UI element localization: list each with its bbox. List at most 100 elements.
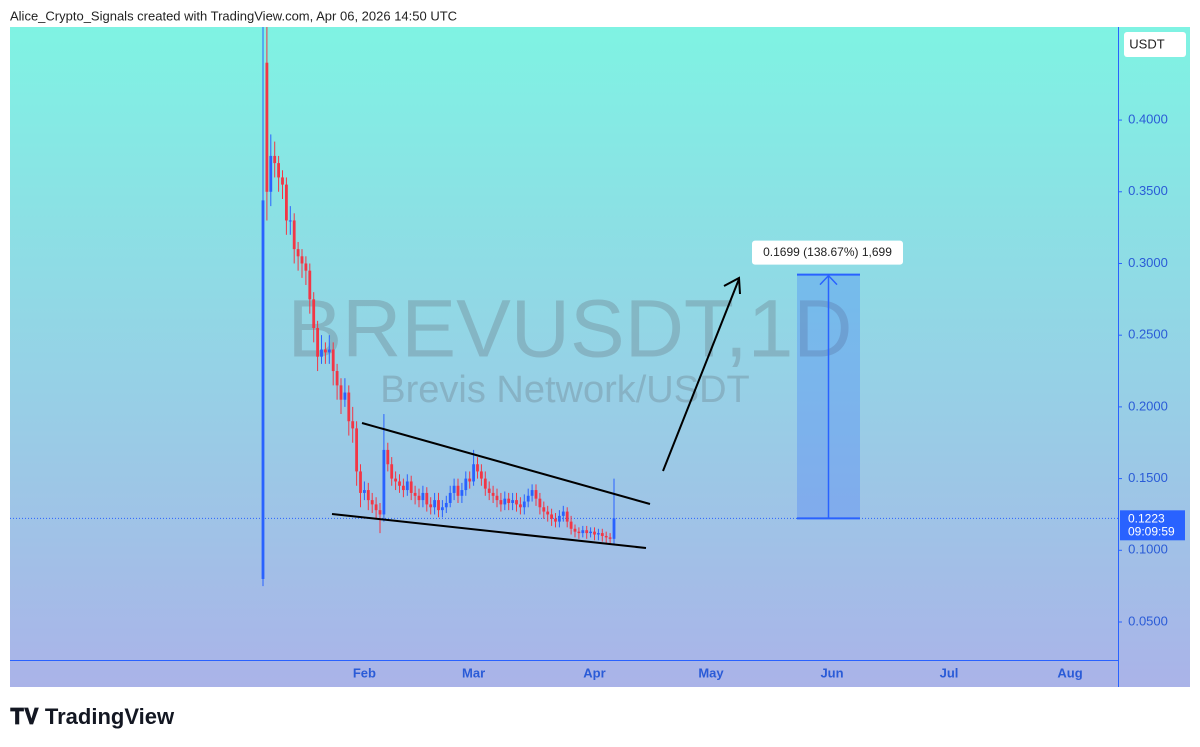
candle-body	[265, 62, 269, 192]
candle-body	[476, 464, 479, 472]
candle-body	[600, 533, 604, 536]
x-tick-label: Jul	[940, 665, 959, 680]
x-tick-label: Aug	[1057, 665, 1082, 680]
candle-body	[327, 349, 331, 353]
chart-background	[10, 27, 1190, 687]
candle-body	[585, 530, 589, 534]
candle-body	[480, 471, 483, 479]
candle-body	[409, 481, 413, 493]
x-tick-label: Apr	[583, 665, 605, 680]
y-tick-label: 0.0500	[1128, 613, 1168, 628]
y-tick-label: 0.2000	[1128, 398, 1168, 413]
y-tick-label: 0.3500	[1128, 183, 1168, 198]
candle-body	[351, 421, 355, 429]
candle-body	[565, 511, 569, 522]
candle-body	[472, 464, 475, 482]
candle-body	[398, 481, 401, 486]
candle-body	[370, 500, 374, 505]
candle-body	[503, 498, 507, 505]
candle-body	[581, 530, 585, 534]
candle-body	[464, 478, 468, 491]
candle-body	[296, 249, 300, 257]
candle-body	[550, 514, 553, 519]
candle-body	[304, 263, 308, 271]
drawings	[331, 276, 741, 549]
candle-body	[499, 500, 503, 505]
candle-body	[281, 177, 284, 185]
candle-body	[519, 504, 522, 508]
candle-body	[444, 502, 448, 508]
candle-body	[269, 155, 273, 192]
candle-body	[402, 485, 405, 491]
candle-body	[460, 490, 464, 496]
candle-body	[429, 504, 433, 508]
upper-trendline	[361, 422, 651, 505]
candle-body	[316, 328, 319, 357]
candle-body	[339, 385, 343, 400]
measure-label-box	[752, 240, 903, 265]
candle-body	[561, 511, 565, 516]
candle-body	[425, 492, 429, 505]
candle-body	[437, 500, 440, 511]
candle-body	[542, 507, 546, 512]
candle-body	[273, 155, 277, 164]
candle-body	[355, 428, 358, 472]
candle-body	[546, 511, 550, 515]
candle-body	[491, 492, 495, 496]
candle-body	[421, 492, 425, 501]
candle-body	[522, 501, 526, 508]
candle-body	[300, 256, 304, 264]
candle-body	[382, 449, 386, 515]
candle-body	[526, 495, 530, 502]
candle-body	[285, 184, 288, 221]
candle-body	[308, 270, 312, 300]
arrow-head	[723, 276, 741, 295]
candle-body	[597, 533, 600, 535]
countdown-label: 09:09:59	[1128, 524, 1175, 538]
candle-body	[589, 531, 592, 534]
candle-body	[261, 200, 265, 579]
measure-arrow-head	[819, 274, 838, 286]
currency-button[interactable]	[1124, 32, 1186, 57]
y-tick-label: 0.2500	[1128, 327, 1168, 342]
x-tick-label: Feb	[353, 665, 376, 680]
candle-body	[534, 490, 538, 499]
candle-body	[573, 528, 577, 532]
candle-body	[483, 478, 487, 489]
candle-body	[413, 492, 417, 496]
candle-body	[363, 490, 366, 493]
candle-body	[487, 488, 491, 493]
candle-body	[394, 478, 397, 482]
candle-body	[331, 349, 335, 372]
measure-label: 0.1699 (138.67%) 1,699	[763, 245, 892, 259]
candle-body	[593, 531, 596, 535]
lower-trendline	[331, 513, 647, 549]
header-text: Alice_Crypto_Signals created with Tradin…	[10, 8, 457, 23]
watermark-symbol: BREVUSDT,1D	[287, 284, 852, 375]
candle-body	[335, 371, 339, 386]
candle-body	[530, 490, 534, 496]
watermark-name: Brevis Network/USDT	[380, 369, 750, 411]
candle-body	[604, 535, 608, 538]
candle-body	[312, 299, 316, 329]
candle-body	[277, 163, 280, 178]
candle-body	[452, 485, 456, 493]
candle-body	[448, 492, 452, 503]
y-tick-label: 0.1500	[1128, 470, 1168, 485]
x-tick-label: Mar	[462, 665, 485, 680]
candle-body	[456, 485, 460, 496]
x-tick-label: Jun	[820, 665, 843, 680]
candle-body	[554, 518, 557, 522]
currency-label[interactable]: USDT	[1129, 36, 1164, 51]
candle-body	[433, 500, 436, 508]
x-tick-label: May	[698, 665, 724, 680]
candle-body	[507, 498, 511, 503]
candle-body	[405, 481, 409, 491]
candle-body	[359, 471, 362, 493]
candle-body	[374, 504, 378, 511]
candle-body	[390, 464, 394, 479]
candle-body	[468, 478, 472, 482]
last-price-label: 0.1223	[1128, 511, 1165, 525]
candle-body	[577, 531, 581, 534]
candle-body	[612, 518, 616, 539]
